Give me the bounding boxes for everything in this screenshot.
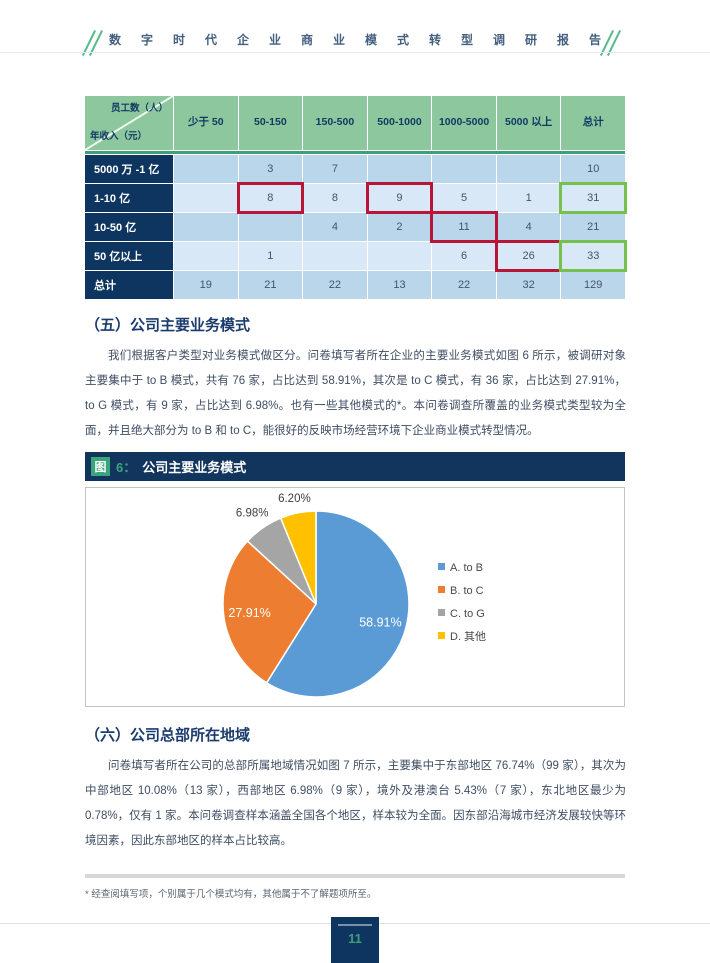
table-cell: 9 (365, 182, 434, 214)
table-cell: 7 (303, 155, 367, 183)
legend-label: D. 其他 (450, 630, 486, 643)
section-six-heading: （六）公司总部所在地域 (85, 727, 251, 744)
table-cell (367, 242, 432, 270)
table-cell: 5 (432, 184, 496, 212)
table-cell (174, 155, 238, 183)
legend-marker-icon (438, 609, 445, 616)
pie-slice-label: 27.91% (228, 606, 270, 620)
table-cell: 11 (430, 211, 498, 243)
table-cell: 129 (561, 271, 625, 299)
figure-title-bar: 图 6： 公司主要业务模式 (85, 452, 625, 481)
page-number-badge: 11 (331, 917, 379, 963)
table-cell: 21 (561, 213, 625, 241)
table-cell: 6 (432, 242, 496, 270)
section-five-heading: （五）公司主要业务模式 (85, 317, 251, 334)
table-corner-cell: 员工数（人） 年收入（元） (85, 96, 173, 150)
legend-marker-icon (438, 563, 445, 570)
column-header: 少于 50 (174, 96, 238, 150)
pie-chart: 58.91% 27.91% 6.98% 6.20% A. to B B. to C C. t… (222, 493, 486, 698)
table-cell: 1 (496, 184, 561, 212)
row-label: 10-50 亿 (85, 213, 173, 241)
legend-label: C. to G (450, 608, 485, 620)
pie-slice-label: 6.98% (236, 508, 269, 520)
table-cell: 3 (238, 155, 303, 183)
pie-slice (265, 510, 410, 698)
table-cell: 1 (238, 242, 303, 270)
table-cell: 22 (432, 271, 496, 299)
figure-number: 6： (116, 460, 137, 475)
row-label: 5000 万 -1 亿 (85, 155, 173, 183)
column-header: 500-1000 (367, 96, 432, 150)
table-cell: 2 (367, 213, 432, 241)
table-cell (432, 155, 496, 183)
table-cell: 26 (494, 240, 563, 272)
pie-slice (222, 540, 317, 684)
column-header: 5000 以上 (496, 96, 561, 150)
legend-label: A. to B (450, 562, 483, 574)
table-cell: 32 (496, 271, 561, 299)
page-header-title: 数字时代企业商业模式转型调研报告 (108, 33, 621, 47)
table-cell: 10 (561, 155, 625, 183)
column-header: 1000-5000 (432, 96, 496, 150)
table-cell: 8 (236, 182, 305, 214)
table-header-underline (85, 151, 625, 154)
pie-slice-label: 6.20% (278, 493, 311, 505)
figure-tag-badge: 图 (91, 457, 110, 476)
table-cell (367, 155, 432, 183)
legend-marker-icon (438, 632, 445, 639)
table-cell: 19 (174, 271, 238, 299)
table-cell: 4 (303, 213, 367, 241)
footnote-text: * 经查阅填写项，个别属于几个模式均有，其他属于不了解题项所至。 (85, 889, 377, 900)
row-label: 1-10 亿 (85, 184, 173, 212)
table-cell (174, 242, 238, 270)
table-cell (303, 242, 367, 270)
figure-title: 公司主要业务模式 (142, 460, 247, 475)
header-divider (0, 52, 710, 53)
table-cell (174, 184, 238, 212)
table-cell: 31 (559, 182, 627, 214)
table-cell (238, 213, 303, 241)
section-five-paragraph: 我们根据客户类型对业务模式做区分。问卷填写者所在企业的主要业务模式如图 6 所示… (85, 350, 626, 437)
pie-chart-container: 58.91% 27.91% 6.98% 6.20% A. to B B. to C C. t… (85, 487, 625, 707)
section-six-paragraph: 问卷填写者所在公司的总部所属地域情况如图 7 所示，主要集中于东部地区 76.7… (85, 760, 626, 847)
legend-label: B. to C (450, 585, 484, 597)
column-header: 总计 (561, 96, 625, 150)
table-cell: 21 (238, 271, 303, 299)
footnote-divider (85, 874, 625, 878)
table-cell: 22 (303, 271, 367, 299)
cross-table: 员工数（人） 年收入（元） 少于 50 50-150 150-500 500-1… (85, 96, 627, 299)
column-header: 50-150 (238, 96, 303, 150)
table-cell (174, 213, 238, 241)
table-cell: 13 (367, 271, 432, 299)
pie-slice (279, 510, 317, 605)
row-label: 50 亿以上 (85, 242, 173, 270)
table-cell: 4 (496, 213, 561, 241)
table-cell (496, 155, 561, 183)
table-cell: 8 (303, 184, 367, 212)
corner-label-employees: 员工数（人） (110, 103, 168, 114)
corner-label-revenue: 年收入（元） (90, 130, 148, 142)
row-label: 总计 (85, 271, 173, 299)
page-number: 11 (348, 931, 362, 946)
column-header: 150-500 (303, 96, 367, 150)
table-cell: 33 (559, 240, 627, 272)
pie-slice-label: 58.91% (359, 616, 401, 630)
legend-marker-icon (438, 586, 445, 593)
page-number-rule (338, 924, 372, 926)
